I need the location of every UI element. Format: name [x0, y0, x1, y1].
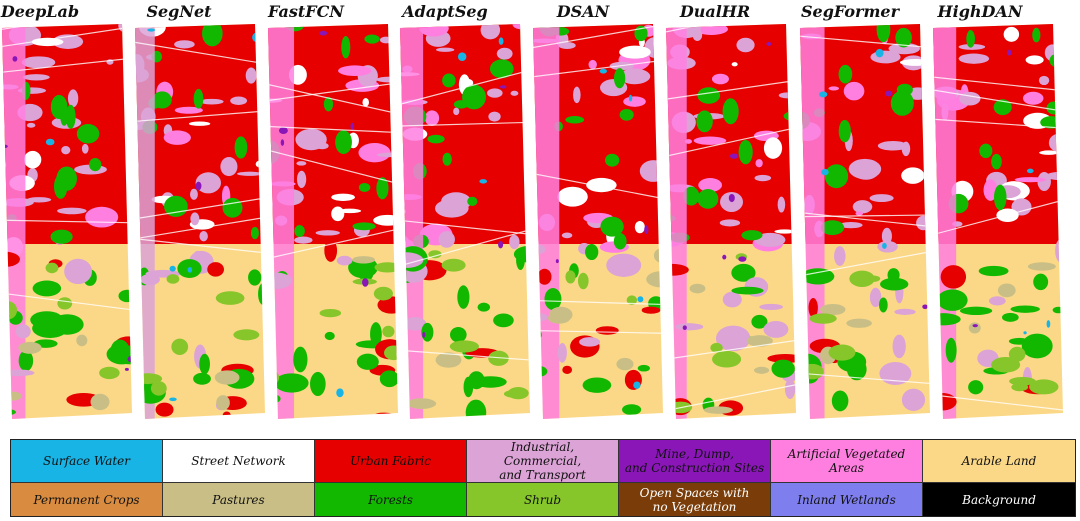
segmentation-maps [2, 24, 1063, 419]
method-titles: DeepLab SegNet FastFCN AdaptSeg DSAN Dua… [0, 2, 1080, 26]
legend-item-street-network: Street Network [163, 440, 315, 483]
segmentation-panel [268, 24, 398, 419]
segmentation-panel [666, 24, 796, 419]
method-title: AdaptSeg [402, 2, 488, 21]
segmentation-panel [533, 24, 663, 419]
legend-item-arable-land: Arable Land [923, 440, 1075, 483]
method-title: DSAN [556, 2, 610, 21]
legend-item-pastures: Pastures [163, 483, 315, 516]
legend-item-mine-dump: Mine, Dump, and Construction Sites [619, 440, 771, 483]
legend-item-artificial-vegetated: Artificial Vegetated Areas [771, 440, 923, 483]
method-title: SegNet [146, 2, 212, 21]
method-title: HighDAN [937, 2, 1023, 21]
method-title: FastFCN [268, 2, 344, 21]
legend-item-shrub: Shrub [467, 483, 619, 516]
method-title: DualHR [679, 2, 751, 21]
legend-item-urban-fabric: Urban Fabric [315, 440, 467, 483]
legend-item-industrial: Industrial, Commercial, and Transport [467, 440, 619, 483]
method-title: SegFormer [800, 2, 900, 21]
legend-item-surface-water: Surface Water [11, 440, 163, 483]
legend-item-background: Background [923, 483, 1075, 516]
segmentation-panel [933, 24, 1063, 419]
legend-item-inland-wetlands: Inland Wetlands [771, 483, 923, 516]
class-legend: Surface Water Street Network Urban Fabri… [10, 439, 1076, 517]
legend-item-permanent-crops: Permanent Crops [11, 483, 163, 516]
segmentation-panel [400, 24, 530, 419]
method-title: DeepLab [0, 2, 80, 21]
legend-item-open-spaces: Open Spaces with no Vegetation [619, 483, 771, 516]
segmentation-panel [800, 24, 930, 419]
segmentation-panel [135, 24, 265, 419]
segmentation-panel [2, 24, 132, 419]
legend-item-forests: Forests [315, 483, 467, 516]
